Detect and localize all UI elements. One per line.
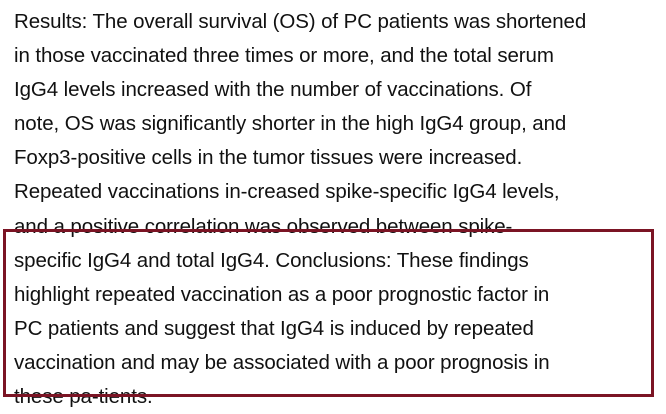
text-line: specific IgG4 and total IgG4. Conclusion… [14, 248, 529, 272]
text-line: PC patients and suggest that IgG4 is ind… [14, 316, 534, 340]
text-line: IgG4 levels increased with the number of… [14, 78, 532, 102]
text-line: Foxp3-positive cells in the tumor tissue… [14, 146, 523, 170]
text-line: Repeated vaccinations in-creased spike-s… [14, 180, 560, 204]
text-line: in those vaccinated three times or more,… [14, 44, 554, 68]
conclusions-highlight-box [3, 229, 654, 397]
text-line: highlight repeated vaccination as a poor… [14, 282, 550, 306]
text-line: note, OS was significantly shorter in th… [14, 112, 567, 136]
text-line: vaccination and may be associated with a… [14, 350, 550, 374]
text-line: Results: The overall survival (OS) of PC… [14, 10, 587, 33]
